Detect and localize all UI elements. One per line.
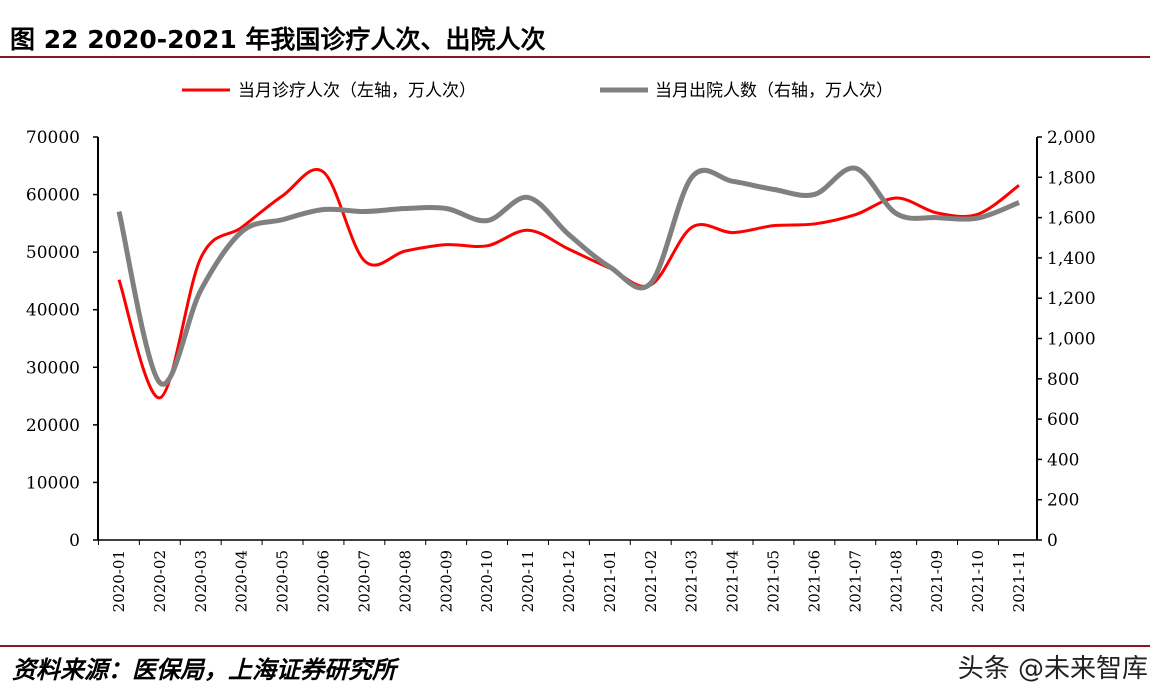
x-tick-label: 2021-02 [642,550,660,612]
x-tick-label: 2021-09 [928,550,946,612]
series-line-visits [117,168,1020,400]
left-tick-label: 30000 [26,358,80,378]
source-note: 资料来源：医保局，上海证券研究所 [12,655,396,684]
x-tick-label: 2020-12 [560,550,578,612]
x-tick-label: 2021-10 [969,550,987,612]
right-tick-label: 600 [1047,410,1079,430]
right-tick-label: 1,800 [1047,168,1096,188]
right-tick-label: 1,200 [1047,289,1096,309]
right-tick-label: 400 [1047,450,1079,470]
x-tick-label: 2020-07 [355,550,373,612]
x-tick-label: 2020-09 [437,550,455,612]
right-tick-label: 2,000 [1047,128,1096,148]
x-tick-label: 2020-04 [233,550,251,612]
right-tick-label: 800 [1047,370,1079,390]
x-tick-label: 2021-05 [765,550,783,612]
x-tick-label: 2021-04 [724,550,742,612]
left-tick-label: 20000 [26,416,80,436]
x-tick-label: 2020-01 [110,550,128,612]
right-tick-label: 0 [1047,531,1058,551]
x-tick-label: 2020-02 [151,550,169,612]
left-tick-label: 0 [69,531,80,551]
legend-label-visits: 当月诊疗人次（左轴，万人次） [238,81,476,101]
left-tick-label: 40000 [26,301,80,321]
left-tick-label: 50000 [26,243,80,263]
title-divider [0,56,1150,58]
right-tick-label: 200 [1047,491,1079,511]
legend-label-discharges: 当月出院人数（右轴，万人次） [655,81,893,101]
left-tick-label: 60000 [26,186,80,206]
chart: 0 10000 20000 30000 40000 50000 60000 70000 0 200… [26,81,1096,612]
x-tick-label: 2020-06 [315,550,333,612]
x-tick-label: 2021-11 [1010,550,1028,612]
left-tick-label: 10000 [26,473,80,493]
figure-title: 图 22 2020-2021 年我国诊疗人次、出院人次 [10,25,546,54]
x-tick-label: 2020-08 [396,550,414,612]
x-tick-label: 2021-07 [846,550,864,612]
x-tick-label: 2021-06 [805,550,823,612]
x-tick-label: 2021-03 [683,550,701,612]
series-line-discharges [116,165,1020,387]
x-tick-label: 2020-11 [519,550,537,612]
footer-divider [0,645,1150,647]
right-tick-label: 1,400 [1047,249,1096,269]
x-tick-label: 2021-08 [887,550,905,612]
x-tick-label: 2020-03 [192,550,210,612]
x-tick-label: 2020-05 [274,550,292,612]
right-tick-label: 1,600 [1047,209,1096,229]
left-tick-label: 70000 [26,128,80,148]
x-tick-label: 2021-01 [601,550,619,612]
x-tick-label: 2020-10 [478,550,496,612]
watermark: 头条 @未来智库 [957,654,1148,684]
right-tick-label: 1,000 [1047,330,1096,350]
